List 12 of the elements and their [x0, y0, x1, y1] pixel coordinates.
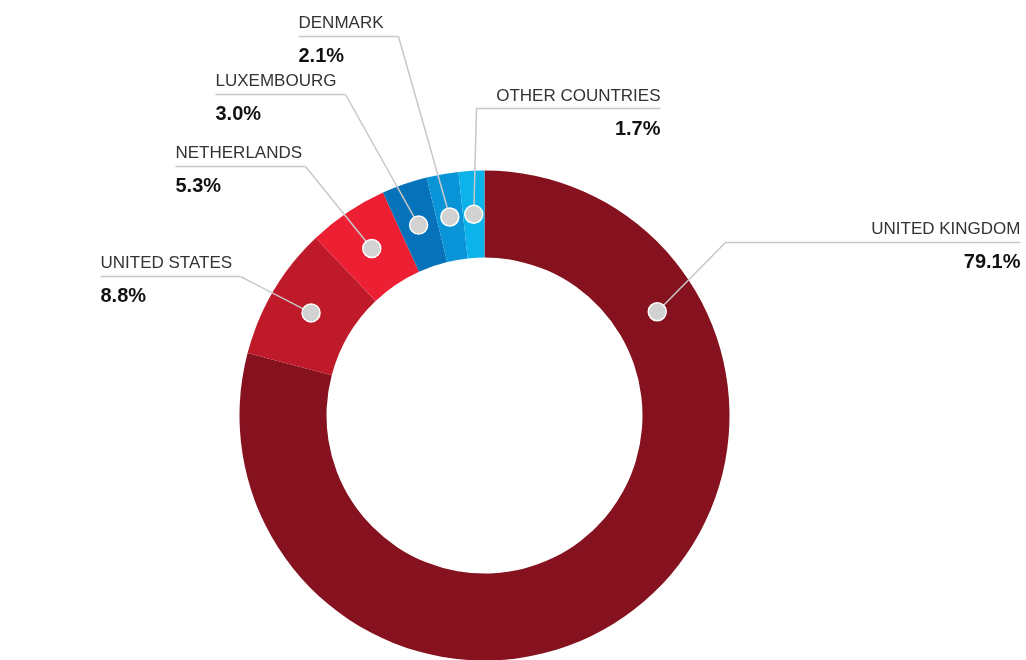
slice-label: DENMARK — [298, 13, 385, 32]
slice-label: OTHER COUNTRIES — [496, 86, 661, 105]
slice-label: UNITED KINGDOM — [871, 219, 1021, 238]
slice-label: UNITED STATES — [100, 253, 233, 272]
data-label: 5.3% — [175, 173, 222, 196]
data-label: 1.7% — [614, 116, 661, 139]
slice-label: NETHERLANDS — [175, 143, 303, 162]
data-label: 79.1% — [963, 249, 1021, 272]
data-label: 2.1% — [298, 43, 345, 66]
data-label: 8.8% — [100, 283, 147, 306]
data-label: 3.0% — [215, 101, 262, 124]
slice-label: LUXEMBOURG — [215, 71, 337, 90]
